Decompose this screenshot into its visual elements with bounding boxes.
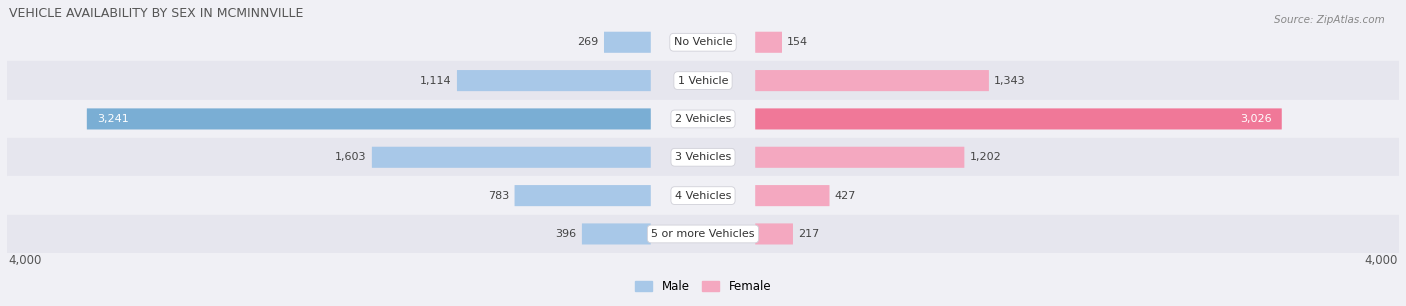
Text: 1 Vehicle: 1 Vehicle <box>678 76 728 86</box>
Text: VEHICLE AVAILABILITY BY SEX IN MCMINNVILLE: VEHICLE AVAILABILITY BY SEX IN MCMINNVIL… <box>8 7 304 20</box>
Bar <box>7 23 1399 62</box>
Text: 2 Vehicles: 2 Vehicles <box>675 114 731 124</box>
Text: No Vehicle: No Vehicle <box>673 37 733 47</box>
Text: 154: 154 <box>787 37 808 47</box>
Text: 5 or more Vehicles: 5 or more Vehicles <box>651 229 755 239</box>
FancyBboxPatch shape <box>371 147 651 168</box>
Text: 1,343: 1,343 <box>994 76 1026 86</box>
FancyBboxPatch shape <box>755 108 1282 129</box>
Bar <box>7 138 1399 177</box>
Bar <box>7 215 1399 253</box>
Bar <box>7 100 1399 138</box>
Text: 1,202: 1,202 <box>970 152 1001 162</box>
FancyBboxPatch shape <box>755 32 782 53</box>
Text: 3,026: 3,026 <box>1240 114 1271 124</box>
Text: 217: 217 <box>799 229 820 239</box>
Text: 427: 427 <box>835 191 856 201</box>
Bar <box>7 177 1399 215</box>
FancyBboxPatch shape <box>755 70 988 91</box>
FancyBboxPatch shape <box>755 185 830 206</box>
Text: 4 Vehicles: 4 Vehicles <box>675 191 731 201</box>
FancyBboxPatch shape <box>582 223 651 244</box>
FancyBboxPatch shape <box>515 185 651 206</box>
FancyBboxPatch shape <box>87 108 651 129</box>
Text: 396: 396 <box>555 229 576 239</box>
Legend: Male, Female: Male, Female <box>630 275 776 298</box>
FancyBboxPatch shape <box>605 32 651 53</box>
FancyBboxPatch shape <box>755 147 965 168</box>
Text: 3 Vehicles: 3 Vehicles <box>675 152 731 162</box>
Text: Source: ZipAtlas.com: Source: ZipAtlas.com <box>1274 15 1385 25</box>
FancyBboxPatch shape <box>755 223 793 244</box>
Text: 4,000: 4,000 <box>8 254 42 267</box>
Text: 1,603: 1,603 <box>335 152 367 162</box>
Text: 269: 269 <box>578 37 599 47</box>
Text: 3,241: 3,241 <box>97 114 129 124</box>
Text: 783: 783 <box>488 191 509 201</box>
Text: 1,114: 1,114 <box>420 76 451 86</box>
Text: 4,000: 4,000 <box>1364 254 1398 267</box>
Bar <box>7 62 1399 100</box>
FancyBboxPatch shape <box>457 70 651 91</box>
